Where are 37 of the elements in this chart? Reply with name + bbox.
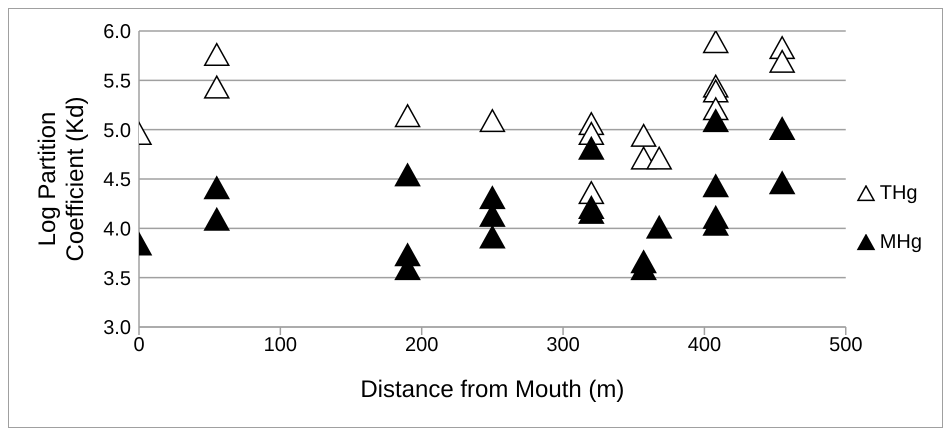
point xyxy=(480,225,506,249)
point xyxy=(769,171,795,194)
point xyxy=(646,146,672,170)
point xyxy=(480,109,506,132)
point xyxy=(578,136,604,160)
point xyxy=(769,116,795,140)
y-tick-label: 5.0 xyxy=(103,120,131,142)
point xyxy=(204,75,230,99)
x-tick-label: 0 xyxy=(133,334,145,356)
x-tick-label: 300 xyxy=(546,334,580,356)
point xyxy=(204,176,230,200)
point xyxy=(702,79,728,103)
y-tick-label: 4.5 xyxy=(103,169,131,192)
point xyxy=(204,208,230,231)
point xyxy=(702,174,728,198)
point xyxy=(769,50,795,73)
y-tick-label: 3.5 xyxy=(103,268,131,290)
x-tick-label: 100 xyxy=(264,334,298,356)
y-tick-label: 6.0 xyxy=(103,21,131,44)
point xyxy=(702,109,728,132)
point xyxy=(630,124,656,147)
point xyxy=(394,104,420,128)
x-axis-title: Distance from Mouth (m) xyxy=(360,376,624,403)
point xyxy=(702,31,728,54)
legend-label: THg xyxy=(880,182,918,205)
x-tick-label: 400 xyxy=(688,334,722,356)
legend-label: MHg xyxy=(880,231,922,254)
x-tick-label: 500 xyxy=(829,334,862,356)
y-tick-label: 3.0 xyxy=(103,317,131,340)
point xyxy=(646,216,672,239)
y-axis-title: Log Partition Coefficient (Kd) xyxy=(34,96,89,262)
x-tick-label: 200 xyxy=(405,334,438,356)
y-tick-label: 4.0 xyxy=(103,218,131,240)
point xyxy=(480,186,506,210)
point xyxy=(394,163,420,186)
point xyxy=(204,42,230,66)
y-tick-label: 5.5 xyxy=(103,70,131,92)
